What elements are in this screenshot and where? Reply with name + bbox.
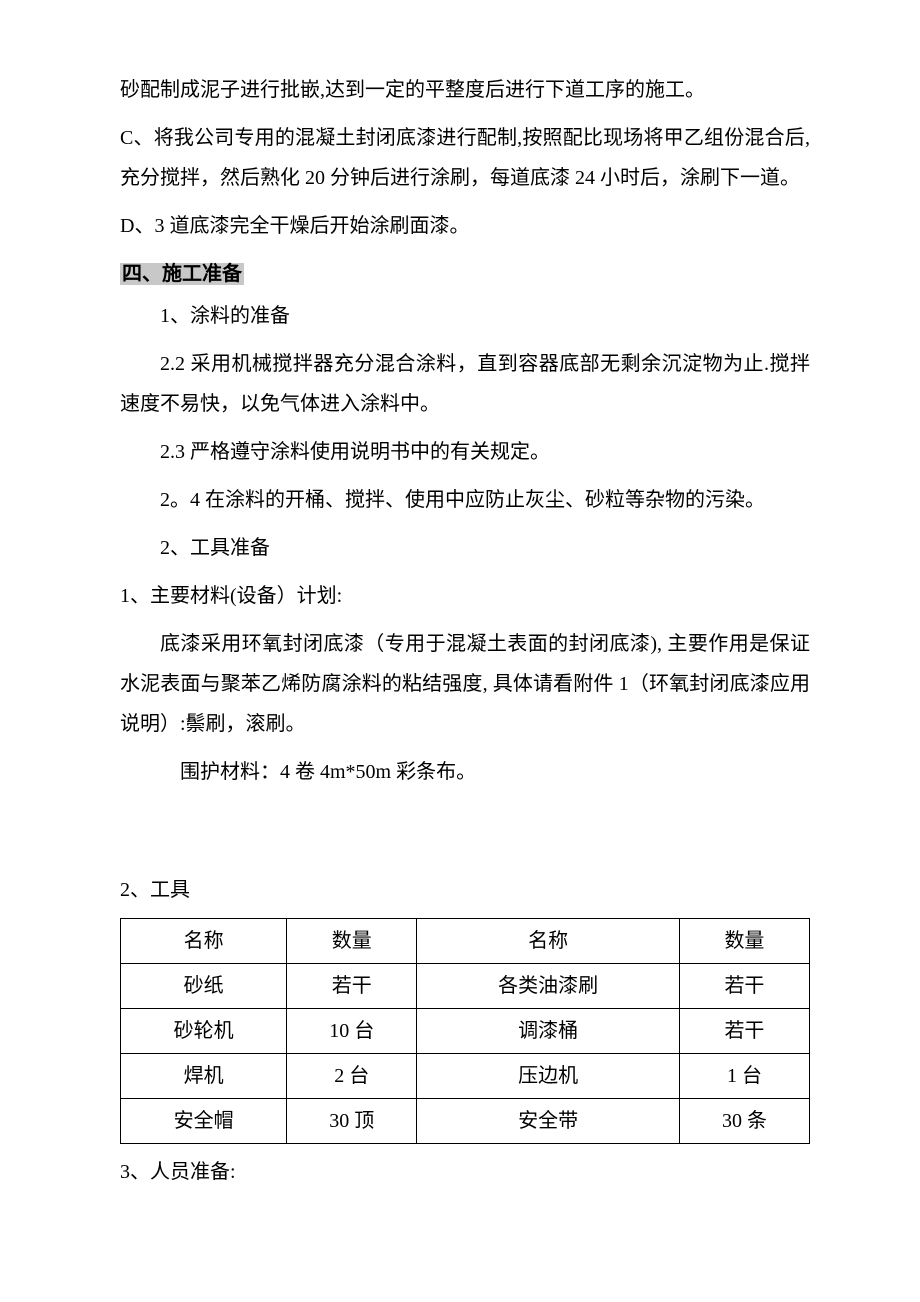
paragraph-9: 2、工具准备 [120, 528, 810, 568]
table-row: 砂轮机 10 台 调漆桶 若干 [121, 1009, 810, 1054]
paragraph-3: D、3 道底漆完全干燥后开始涂刷面漆。 [120, 206, 810, 246]
table-cell: 30 顶 [287, 1099, 417, 1144]
table-cell: 1 台 [679, 1054, 809, 1099]
table-header-row: 名称 数量 名称 数量 [121, 919, 810, 964]
paragraph-10: 1、主要材料(设备）计划: [120, 576, 810, 616]
table-row: 焊机 2 台 压边机 1 台 [121, 1054, 810, 1099]
table-cell: 砂轮机 [121, 1009, 287, 1054]
table-cell: 调漆桶 [417, 1009, 680, 1054]
table-cell: 若干 [287, 964, 417, 1009]
table-cell: 2 台 [287, 1054, 417, 1099]
heading-4: 四、施工准备 [120, 263, 244, 285]
table-cell: 砂纸 [121, 964, 287, 1009]
paragraph-14: 3、人员准备: [120, 1152, 810, 1192]
paragraph-5: 1、涂料的准备 [120, 296, 810, 336]
paragraph-6: 2.2 采用机械搅拌器充分混合涂料，直到容器底部无剩余沉淀物为止.搅拌速度不易快… [120, 344, 810, 424]
paragraph-1: 砂配制成泥子进行批嵌,达到一定的平整度后进行下道工序的施工。 [120, 70, 810, 110]
table-cell: 30 条 [679, 1099, 809, 1144]
table-row: 安全帽 30 顶 安全带 30 条 [121, 1099, 810, 1144]
table-cell: 安全带 [417, 1099, 680, 1144]
paragraph-12: 围护材料：4 卷 4m*50m 彩条布。 [120, 752, 810, 792]
paragraph-11: 底漆采用环氧封闭底漆（专用于混凝土表面的封闭底漆), 主要作用是保证水泥表面与聚… [120, 624, 810, 744]
table-row: 砂纸 若干 各类油漆刷 若干 [121, 964, 810, 1009]
paragraph-8: 2。4 在涂料的开桶、搅拌、使用中应防止灰尘、砂粒等杂物的污染。 [120, 480, 810, 520]
table-header-cell: 数量 [679, 919, 809, 964]
table-header-cell: 名称 [417, 919, 680, 964]
table-cell: 焊机 [121, 1054, 287, 1099]
table-header-cell: 名称 [121, 919, 287, 964]
paragraph-2: C、将我公司专用的混凝土封闭底漆进行配制,按照配比现场将甲乙组份混合后,充分搅拌… [120, 118, 810, 198]
table-cell: 压边机 [417, 1054, 680, 1099]
table-cell: 安全帽 [121, 1099, 287, 1144]
paragraph-7: 2.3 严格遵守涂料使用说明书中的有关规定。 [120, 432, 810, 472]
table-cell: 各类油漆刷 [417, 964, 680, 1009]
table-cell: 10 台 [287, 1009, 417, 1054]
table-cell: 若干 [679, 1009, 809, 1054]
tools-table: 名称 数量 名称 数量 砂纸 若干 各类油漆刷 若干 砂轮机 10 台 调漆桶 [120, 918, 810, 1144]
table-cell: 若干 [679, 964, 809, 1009]
paragraph-13: 2、工具 [120, 870, 810, 910]
table-header-cell: 数量 [287, 919, 417, 964]
